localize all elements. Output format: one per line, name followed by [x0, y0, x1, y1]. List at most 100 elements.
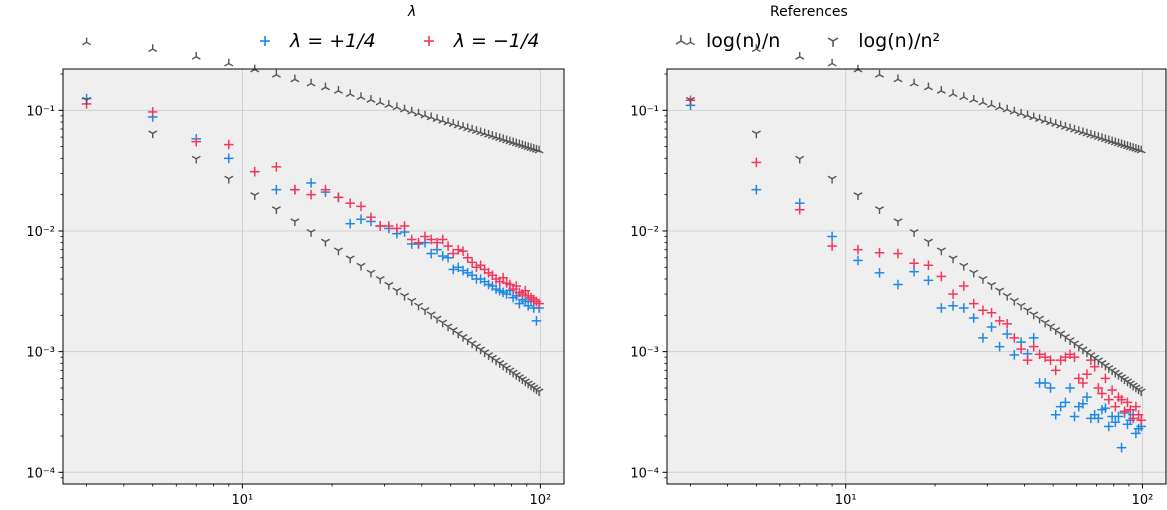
data-point	[948, 300, 958, 311]
data-point	[986, 322, 997, 332]
data-point	[1060, 333, 1070, 342]
data-point	[345, 89, 355, 98]
data-point	[345, 218, 356, 229]
data-point	[1034, 349, 1045, 360]
data-point	[1045, 383, 1056, 393]
data-point	[147, 107, 158, 117]
plot-frame	[666, 68, 1167, 485]
data-point	[250, 192, 260, 200]
data-point	[1009, 333, 1020, 343]
data-point	[1009, 106, 1019, 115]
data-point	[432, 114, 442, 123]
data-point	[1104, 394, 1114, 405]
data-point	[909, 258, 919, 269]
data-point	[534, 145, 544, 154]
data-point	[853, 255, 863, 266]
series-1-4	[81, 99, 544, 309]
data-point	[271, 69, 281, 78]
x-tick-label: 10²	[1132, 493, 1154, 508]
references-legend-title: References	[770, 4, 848, 20]
data-point	[827, 231, 837, 242]
data-point	[1040, 378, 1050, 388]
data-point	[1051, 326, 1061, 335]
legend-label-log-n-over-n2: log(n)/n²	[858, 30, 941, 52]
data-point	[448, 248, 459, 259]
y-tick-label: 10⁻²	[630, 225, 659, 240]
data-point	[366, 269, 376, 278]
data-point	[148, 44, 158, 53]
data-point	[1100, 403, 1111, 413]
data-point	[1097, 388, 1107, 399]
data-point	[462, 268, 473, 278]
data-point	[959, 262, 969, 271]
data-point	[1029, 112, 1039, 121]
data-point	[366, 95, 376, 103]
data-point	[853, 192, 863, 200]
data-point	[306, 229, 316, 237]
data-point	[995, 287, 1005, 296]
data-point	[968, 313, 979, 323]
data-point	[531, 316, 542, 326]
data-point	[923, 275, 934, 286]
data-point	[987, 281, 997, 290]
data-point	[1116, 442, 1127, 453]
data-point	[375, 221, 386, 231]
data-point	[1110, 417, 1121, 428]
plot-frame	[62, 68, 565, 485]
data-point	[1016, 344, 1026, 354]
data-point	[893, 248, 903, 259]
data-point	[356, 214, 366, 225]
data-point	[1028, 333, 1039, 343]
tri-down-marker-icon	[827, 37, 839, 47]
data-point	[1046, 323, 1056, 332]
data-point	[987, 100, 997, 108]
data-point	[1040, 319, 1050, 328]
data-point	[443, 252, 453, 263]
data-point	[437, 251, 448, 261]
data-point	[1104, 421, 1114, 432]
data-point	[1133, 409, 1144, 420]
data-point	[392, 287, 402, 296]
data-point	[306, 189, 316, 200]
data-point	[923, 260, 934, 271]
data-point	[191, 155, 201, 164]
data-point	[443, 241, 453, 251]
data-point	[1136, 145, 1146, 154]
data-point	[1078, 398, 1088, 409]
data-point	[375, 97, 385, 106]
x-tick-label: 10¹	[835, 493, 857, 508]
data-point	[1116, 394, 1127, 405]
data-point	[191, 51, 201, 60]
data-point	[994, 316, 1005, 326]
data-point	[224, 175, 234, 184]
x-tick-label: 10²	[530, 493, 552, 508]
data-point	[936, 303, 947, 313]
data-point	[751, 44, 761, 53]
data-point	[959, 281, 969, 291]
data-point	[978, 333, 988, 343]
y-tick-label: 10⁻⁴	[26, 466, 55, 481]
series-log-n-n	[82, 37, 544, 154]
data-point	[751, 184, 762, 195]
data-point	[432, 237, 442, 248]
data-point	[1016, 108, 1026, 117]
data-point	[936, 247, 946, 256]
data-point	[420, 110, 430, 119]
data-point	[463, 337, 473, 345]
data-point	[827, 241, 837, 251]
data-point	[467, 257, 477, 268]
data-point	[223, 153, 234, 164]
data-point	[893, 74, 903, 83]
legend-item-log-n-over-n: log(n)/n	[668, 30, 780, 52]
data-point	[399, 221, 410, 231]
data-point	[1065, 337, 1075, 345]
data-point	[751, 130, 761, 139]
data-point	[432, 315, 442, 324]
data-point	[1069, 340, 1080, 349]
data-point	[1016, 302, 1026, 311]
data-point	[1009, 297, 1019, 306]
data-point	[1136, 388, 1146, 397]
data-point	[82, 96, 92, 105]
data-point	[1125, 404, 1136, 415]
data-point	[407, 106, 417, 115]
